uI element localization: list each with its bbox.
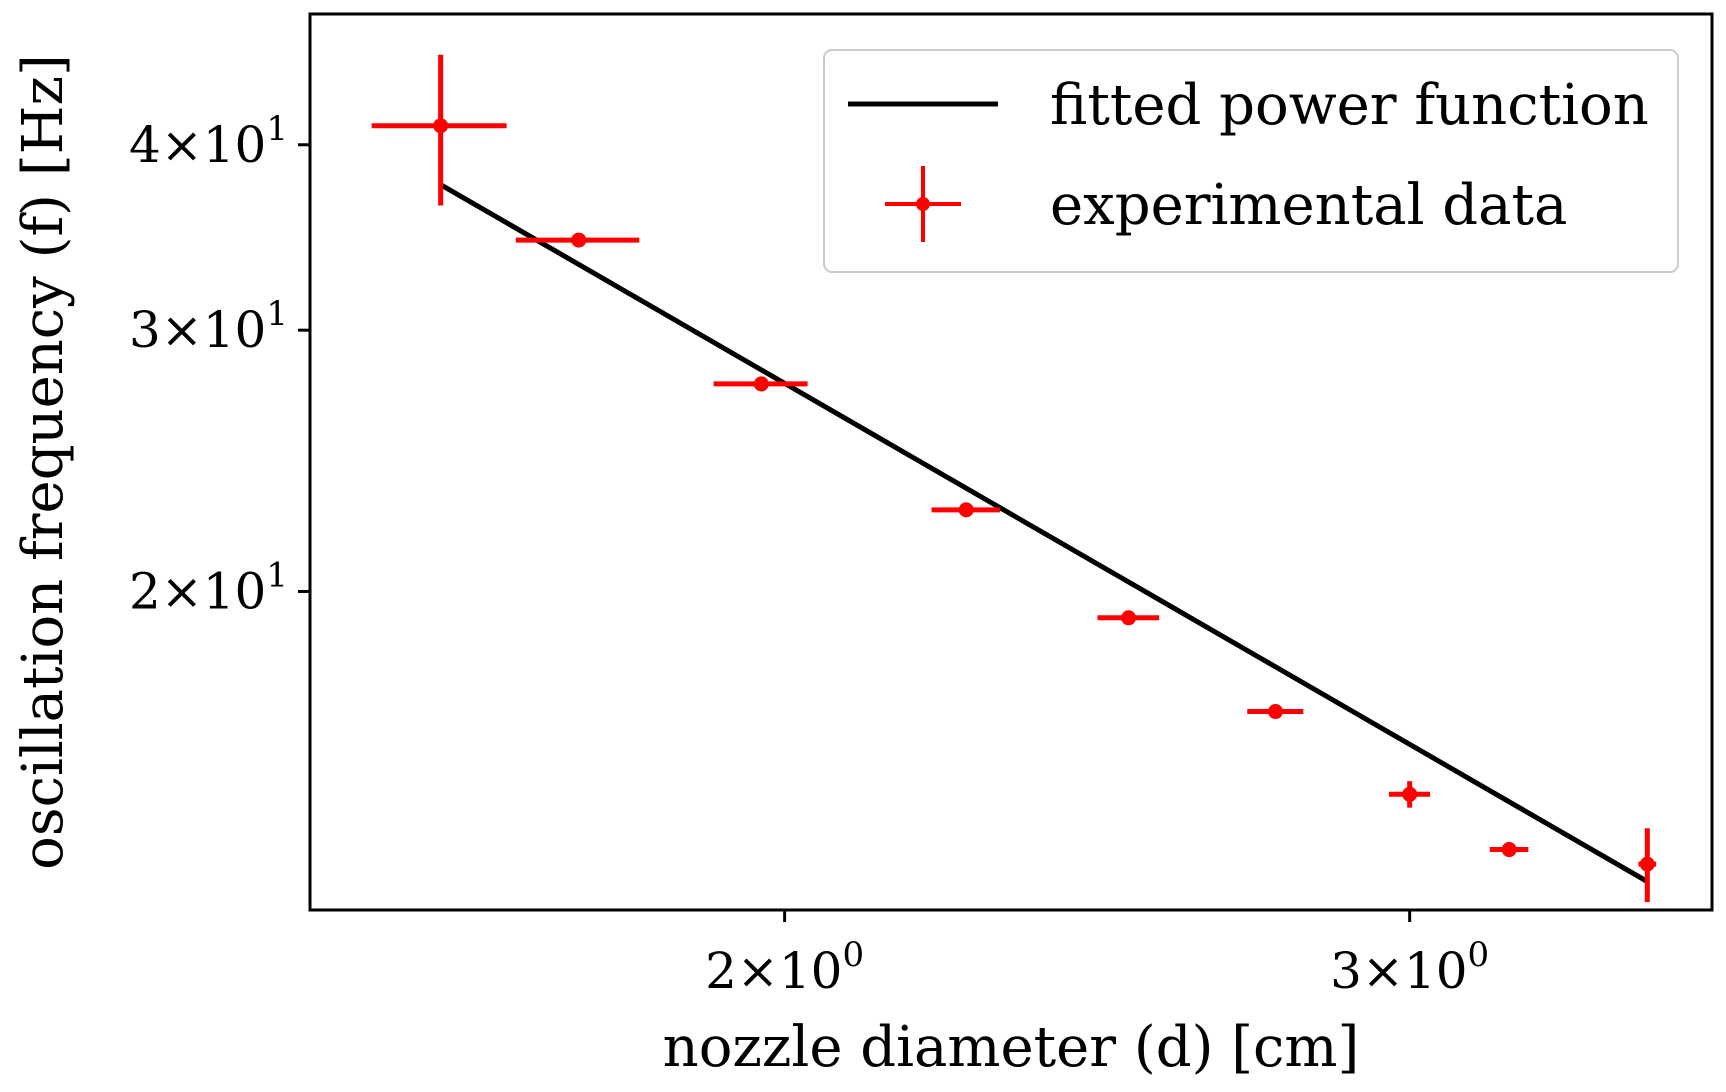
data-marker (1268, 704, 1284, 720)
data-marker (1639, 856, 1655, 872)
data-point (1247, 704, 1304, 720)
data-point (1489, 842, 1529, 858)
legend-data-swatch (885, 166, 961, 242)
data-point (1638, 828, 1657, 903)
legend-fit-label: fitted power function (1050, 73, 1649, 138)
x-tick-label: 2×100 (705, 935, 864, 1000)
y-tick-label: 2×101 (129, 555, 288, 620)
data-point (1097, 610, 1160, 626)
fit-line-layer (439, 182, 1649, 884)
data-point (931, 502, 1001, 518)
data-point (515, 232, 640, 248)
legend: fitted power function experimental data (823, 49, 1679, 273)
data-marker (571, 232, 587, 248)
experimental-data-layer (371, 54, 1657, 903)
data-point (1388, 781, 1431, 808)
plot-frame (308, 12, 1714, 912)
y-axis-label: oscillation frequency (f) [Hz] (11, 54, 76, 870)
data-marker (958, 502, 974, 518)
x-axis-label: nozzle diameter (d) [cm] (663, 1015, 1360, 1080)
y-tick-label: 4×101 (129, 109, 288, 174)
data-marker (1402, 786, 1418, 802)
fit-line (439, 182, 1649, 884)
legend-box (823, 49, 1679, 273)
y-axis: 2×101 3×101 4×101 (129, 109, 310, 620)
x-tick-label: 3×100 (1330, 935, 1489, 1000)
data-marker (433, 118, 449, 134)
x-axis: 2×100 3×100 (705, 910, 1489, 1000)
data-point (371, 54, 507, 206)
data-marker (753, 376, 769, 392)
data-marker (1501, 842, 1517, 858)
data-point (713, 376, 808, 392)
data-marker (1121, 610, 1137, 626)
y-tick-label: 3×101 (129, 294, 288, 359)
legend-data-label: experimental data (1050, 173, 1567, 238)
